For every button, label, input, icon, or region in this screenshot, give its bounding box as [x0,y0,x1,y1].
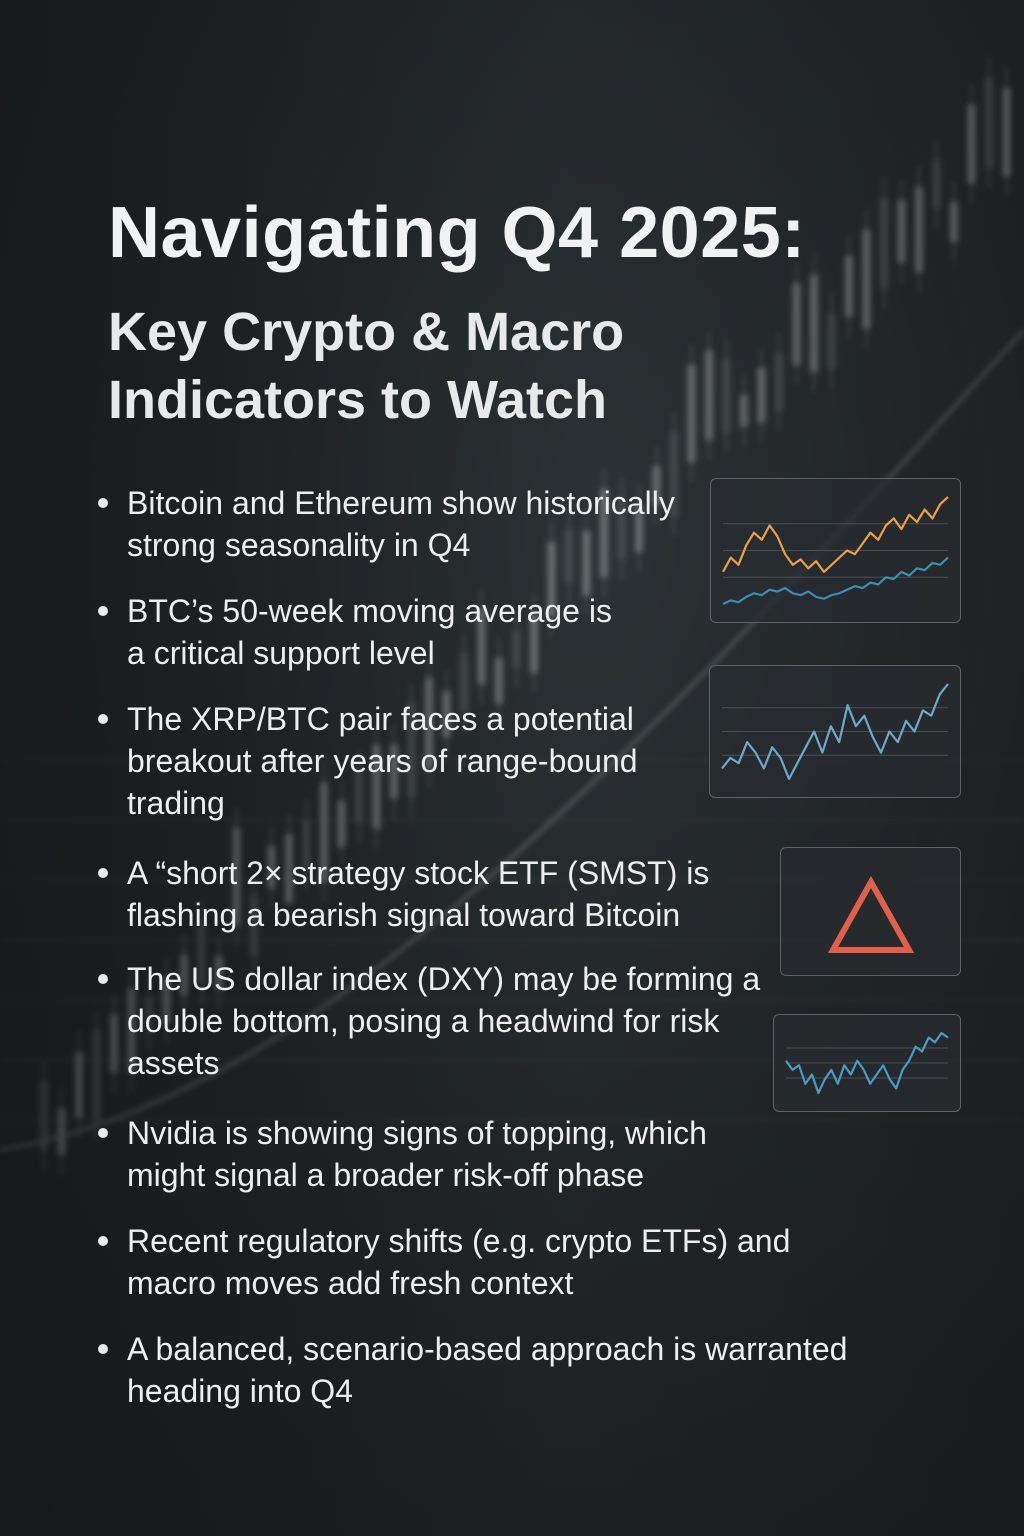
dxy-chart-card [773,1014,961,1112]
warning-triangle-icon [827,875,915,953]
bullet-text: BTC’s 50-week moving average is a critic… [127,593,612,671]
bullet-text: Bitcoin and Ethereum show historically s… [127,485,675,563]
bullet-item-6: Nvidia is showing signs of topping, whic… [98,1112,758,1196]
bullet-item-7: Recent regulatory shifts (e.g. crypto ET… [98,1220,858,1304]
warning-card [780,847,961,976]
bullet-text: A balanced, scenario-based approach is w… [127,1331,848,1409]
bullet-text: Nvidia is showing signs of topping, whic… [127,1115,707,1193]
xrp-btc-chart-card [709,665,961,798]
seasonality-sparkline [722,496,949,605]
title-line-2: Key Crypto & Macro Indicators to Watch [108,302,625,430]
bullet-item-1: Bitcoin and Ethereum show historically s… [98,482,698,566]
bullet-item-3: The XRP/BTC pair faces a potential break… [98,698,698,824]
bullet-dot-icon [98,498,108,508]
bullet-dot-icon [98,1236,108,1246]
bullet-dot-icon [98,606,108,616]
bullet-item-8: A balanced, scenario-based approach is w… [98,1328,898,1412]
bullet-text: Recent regulatory shifts (e.g. crypto ET… [127,1223,791,1301]
series-line-1 [785,1031,949,1095]
bullet-item-2: BTC’s 50-week moving average is a critic… [98,590,618,674]
seasonality-chart-card [710,478,961,623]
dxy-sparkline [785,1031,949,1095]
bullet-item-4: A “short 2× strategy stock ETF (SMST) is… [98,852,768,936]
title-line-1: Navigating Q4 2025: [108,193,806,273]
xrp-btc-sparkline [721,683,949,781]
bullet-dot-icon [98,714,108,724]
bullet-dot-icon [98,1344,108,1354]
bullet-dot-icon [98,1128,108,1138]
series-line-1 [721,683,949,781]
bullet-text: The US dollar index (DXY) may be forming… [127,961,761,1081]
bullet-text: A “short 2× strategy stock ETF (SMST) is… [127,855,710,933]
bullet-item-5: The US dollar index (DXY) may be forming… [98,958,763,1084]
bullet-text: The XRP/BTC pair faces a potential break… [127,701,638,821]
series-line-1 [722,496,949,574]
bullet-dot-icon [98,868,108,878]
series-line-2 [722,556,949,605]
bullet-dot-icon [98,974,108,984]
